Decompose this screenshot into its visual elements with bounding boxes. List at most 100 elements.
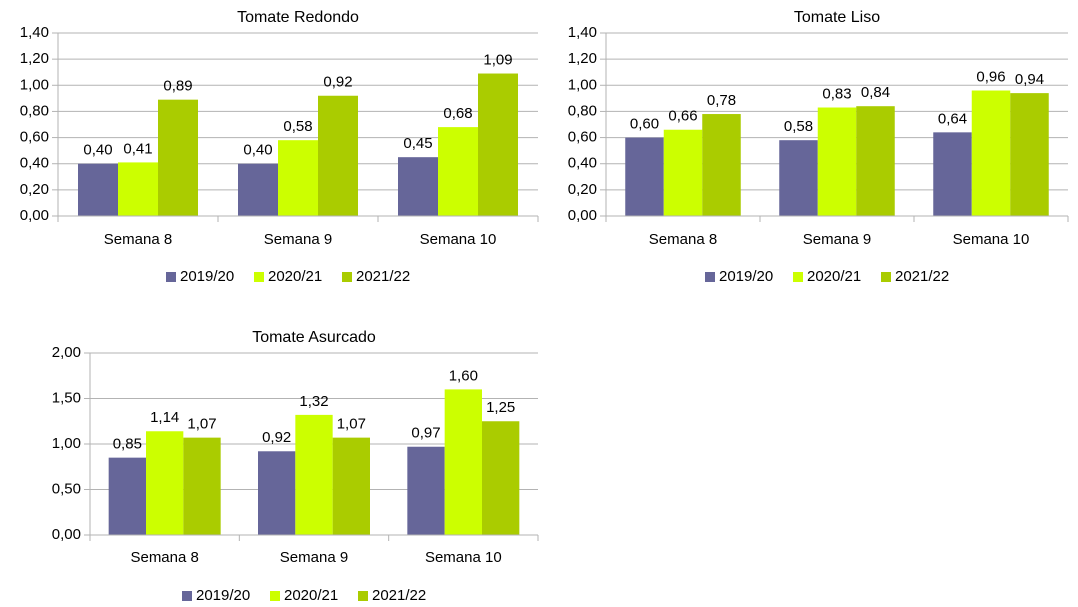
data-label: 1,25 — [486, 399, 515, 416]
legend-swatch — [358, 591, 368, 601]
y-tick-label: 0,00 — [20, 207, 49, 224]
x-tick-label: Semana 8 — [649, 231, 717, 248]
bar — [482, 421, 520, 535]
bar — [158, 99, 198, 216]
bar — [702, 114, 741, 216]
data-label: 0,40 — [83, 142, 112, 159]
data-label: 0,83 — [822, 85, 851, 102]
data-label: 1,07 — [187, 416, 216, 433]
data-label: 0,89 — [163, 78, 192, 95]
chart-title: Tomate Asurcado — [252, 329, 376, 346]
data-label: 0,66 — [668, 108, 697, 125]
legend-swatch — [342, 272, 352, 282]
data-label: 0,58 — [283, 118, 312, 135]
y-tick-label: 1,50 — [52, 389, 81, 406]
y-tick-label: 1,20 — [20, 50, 49, 67]
bar — [78, 163, 118, 216]
y-tick-label: 0,80 — [20, 102, 49, 119]
y-tick-label: 1,00 — [20, 76, 49, 93]
legend-label: 2019/20 — [719, 268, 773, 285]
bar — [332, 437, 370, 535]
bar — [856, 106, 895, 216]
data-label: 0,45 — [403, 135, 432, 152]
legend-swatch — [705, 272, 715, 282]
data-label: 0,96 — [976, 68, 1005, 85]
bar — [407, 446, 445, 535]
bar — [438, 127, 478, 216]
y-tick-label: 0,60 — [568, 129, 597, 146]
legend-swatch — [270, 591, 280, 601]
y-tick-label: 1,00 — [568, 76, 597, 93]
y-tick-label: 0,40 — [20, 155, 49, 172]
bar — [779, 140, 818, 216]
bar — [295, 414, 333, 535]
legend-swatch — [881, 272, 891, 282]
bar — [108, 457, 146, 535]
legend-swatch — [166, 272, 176, 282]
data-label: 0,84 — [861, 84, 890, 101]
y-tick-label: 1,40 — [568, 24, 597, 41]
y-tick-label: 0,80 — [568, 102, 597, 119]
bar — [444, 389, 482, 535]
y-tick-label: 0,20 — [20, 181, 49, 198]
y-tick-label: 1,40 — [20, 24, 49, 41]
legend-swatch — [254, 272, 264, 282]
legend-label: 2021/22 — [895, 268, 949, 285]
data-label: 0,58 — [784, 118, 813, 135]
y-tick-label: 0,50 — [52, 480, 81, 497]
bar — [146, 431, 184, 535]
bar — [118, 162, 158, 216]
y-tick-label: 0,20 — [568, 181, 597, 198]
x-tick-label: Semana 10 — [425, 549, 502, 566]
legend-label: 2019/20 — [180, 268, 234, 285]
data-label: 0,41 — [123, 140, 152, 157]
data-label: 1,07 — [337, 416, 366, 433]
bar — [238, 163, 278, 216]
chart-title: Tomate Redondo — [237, 9, 359, 26]
legend-label: 2020/21 — [807, 268, 861, 285]
legend-swatch — [182, 591, 192, 601]
y-tick-label: 0,00 — [568, 207, 597, 224]
y-tick-label: 0,40 — [568, 155, 597, 172]
data-label: 1,32 — [299, 393, 328, 410]
data-label: 1,60 — [449, 367, 478, 384]
bar — [625, 137, 664, 216]
bar — [817, 107, 857, 216]
legend-label: 2021/22 — [372, 587, 426, 604]
legend-label: 2021/22 — [356, 268, 410, 285]
data-label: 1,09 — [483, 51, 512, 68]
bar — [258, 451, 296, 535]
bar — [318, 95, 358, 216]
x-tick-label: Semana 8 — [104, 231, 172, 248]
data-label: 0,97 — [411, 425, 440, 442]
x-tick-label: Semana 10 — [953, 231, 1030, 248]
x-tick-label: Semana 8 — [130, 549, 198, 566]
data-label: 0,60 — [630, 116, 659, 133]
bar — [398, 157, 438, 216]
bar — [663, 129, 703, 216]
data-label: 0,68 — [443, 105, 472, 122]
data-label: 0,94 — [1015, 71, 1044, 88]
y-tick-label: 1,20 — [568, 50, 597, 67]
y-tick-label: 0,00 — [52, 526, 81, 543]
legend-label: 2020/21 — [268, 268, 322, 285]
data-label: 1,14 — [150, 409, 179, 426]
bar — [971, 90, 1011, 216]
y-tick-label: 1,00 — [52, 435, 81, 452]
y-tick-label: 2,00 — [52, 344, 81, 361]
legend-label: 2019/20 — [196, 587, 250, 604]
bar — [933, 132, 972, 216]
data-label: 0,85 — [113, 436, 142, 453]
bar — [278, 140, 318, 216]
bar — [183, 437, 221, 535]
chart-title: Tomate Liso — [794, 9, 880, 26]
data-label: 0,40 — [243, 142, 272, 159]
x-tick-label: Semana 9 — [280, 549, 348, 566]
x-tick-label: Semana 9 — [264, 231, 332, 248]
bar — [1010, 93, 1049, 216]
data-label: 0,64 — [938, 110, 967, 127]
legend-label: 2020/21 — [284, 587, 338, 604]
data-label: 0,92 — [262, 429, 291, 446]
y-tick-label: 0,60 — [20, 129, 49, 146]
